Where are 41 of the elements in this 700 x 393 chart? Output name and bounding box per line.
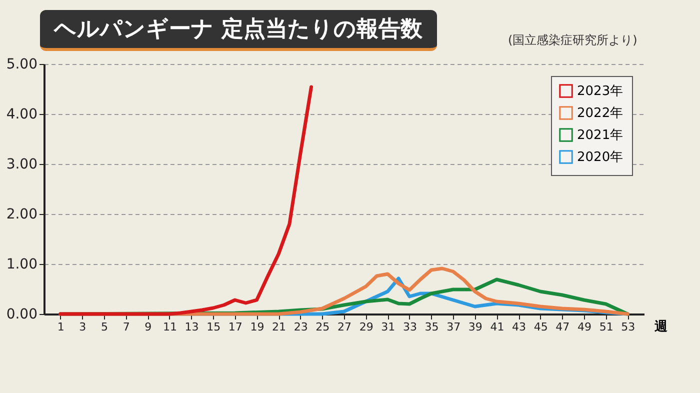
x-tick-label: 5 xyxy=(101,320,108,334)
x-tick-label: 37 xyxy=(446,320,461,334)
x-tick-label: 13 xyxy=(184,320,199,334)
x-tick-label: 1 xyxy=(57,320,64,334)
x-tick-label: 47 xyxy=(556,320,570,334)
x-tick-label: 33 xyxy=(402,320,417,334)
legend-label: 2021年 xyxy=(577,128,624,143)
x-axis-title: 週 xyxy=(654,320,668,334)
x-tick-label: 11 xyxy=(162,320,177,334)
y-tick-label: 1.00 xyxy=(6,256,38,272)
line-series xyxy=(58,85,314,316)
legend-label: 2023年 xyxy=(577,84,624,99)
x-tick-label: 21 xyxy=(272,320,286,334)
x-tick-label: 7 xyxy=(122,320,130,334)
x-tick-label: 25 xyxy=(316,320,330,334)
x-tick-label: 49 xyxy=(578,320,592,334)
x-tick-label: 31 xyxy=(381,320,396,334)
x-tick-label: 15 xyxy=(206,320,221,334)
text: (国立感染症研究所より) xyxy=(508,32,638,49)
x-tick-label: 17 xyxy=(228,320,242,334)
y-tick-label: 2.00 xyxy=(6,206,38,222)
x-tick-label: 41 xyxy=(490,320,504,334)
y-tick-label: 0.00 xyxy=(6,306,38,322)
x-tick-label: 9 xyxy=(144,320,152,334)
x-tick-label: 45 xyxy=(534,320,548,334)
legend-label: 2020年 xyxy=(577,150,624,165)
y-tick-label: 4.00 xyxy=(6,106,38,122)
x-tick-label: 39 xyxy=(468,320,482,334)
x-tick-label: 35 xyxy=(424,320,439,334)
x-tick-label: 51 xyxy=(599,320,614,334)
x-tick-label: 43 xyxy=(512,320,526,334)
x-tick-label: 3 xyxy=(79,320,86,334)
x-tick-label: 23 xyxy=(294,320,308,334)
x-tick-label: 29 xyxy=(359,320,374,334)
legend-label: 2022年 xyxy=(577,106,624,121)
y-tick-label: 3.00 xyxy=(6,156,38,172)
chart-title: ヘルパンギーナ 定点当たりの報告数 xyxy=(40,10,437,51)
y-tick-label: 5.00 xyxy=(6,56,38,72)
x-tick-label: 53 xyxy=(621,320,636,334)
x-tick-label: 19 xyxy=(250,320,264,334)
x-tick-label: 27 xyxy=(338,320,352,334)
